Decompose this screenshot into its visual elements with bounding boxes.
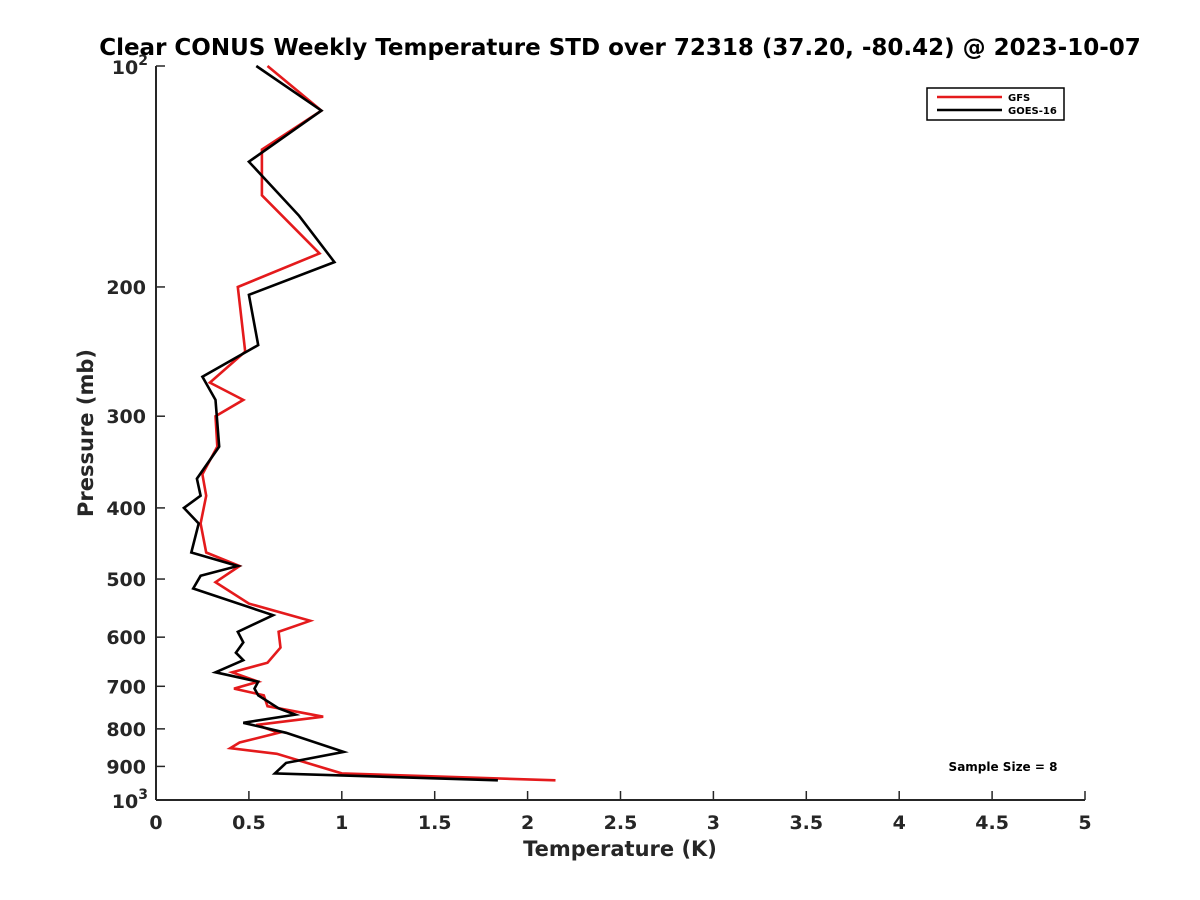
legend-box xyxy=(926,87,1065,121)
y-tick-label: 300 xyxy=(106,406,146,428)
x-tick-label: 3.5 xyxy=(789,812,823,834)
x-tick-label: 1 xyxy=(335,812,348,834)
series-layer xyxy=(181,64,556,782)
x-tick-label: 0.5 xyxy=(232,812,266,834)
x-tick-label: 2 xyxy=(521,812,534,834)
y-tick-label: 800 xyxy=(106,719,146,741)
sample-size-annotation: Sample Size = 8 xyxy=(949,760,1058,774)
y-tick-exponent: 3 xyxy=(138,787,148,803)
x-tick-label: 3 xyxy=(707,812,720,834)
chart-title: Clear CONUS Weekly Temperature STD over … xyxy=(99,35,1141,61)
legend: GFS GOES-16 xyxy=(926,87,1065,121)
y-tick-base: 10 xyxy=(112,791,138,813)
legend-label-goes16: GOES-16 xyxy=(1008,106,1057,117)
y-axis-label: Pressure (mb) xyxy=(74,349,98,517)
x-axis-ticks: 0 0.5 1 1.5 2 2.5 3 3.5 4 4.5 5 xyxy=(149,791,1092,834)
legend-label-gfs: GFS xyxy=(1008,93,1030,104)
x-axis-label: Temperature (K) xyxy=(523,837,717,861)
x-tick-label: 5 xyxy=(1078,812,1091,834)
x-tick-label: 1.5 xyxy=(418,812,452,834)
y-tick-label: 103 xyxy=(112,787,148,813)
y-tick-base: 10 xyxy=(112,57,138,79)
x-tick-label: 0 xyxy=(149,812,162,834)
x-tick-label: 4.5 xyxy=(975,812,1009,834)
x-tick-label: 4 xyxy=(893,812,906,834)
x-tick-label: 2.5 xyxy=(604,812,638,834)
y-tick-exponent: 2 xyxy=(138,53,148,69)
y-tick-label: 600 xyxy=(106,627,146,649)
y-tick-label: 102 xyxy=(112,53,148,79)
y-tick-label: 200 xyxy=(106,277,146,299)
series-line-goes16 xyxy=(181,64,498,782)
y-tick-label: 900 xyxy=(106,756,146,778)
y-tick-label: 500 xyxy=(106,569,146,591)
y-tick-label: 700 xyxy=(106,676,146,698)
y-tick-label: 400 xyxy=(106,498,146,520)
